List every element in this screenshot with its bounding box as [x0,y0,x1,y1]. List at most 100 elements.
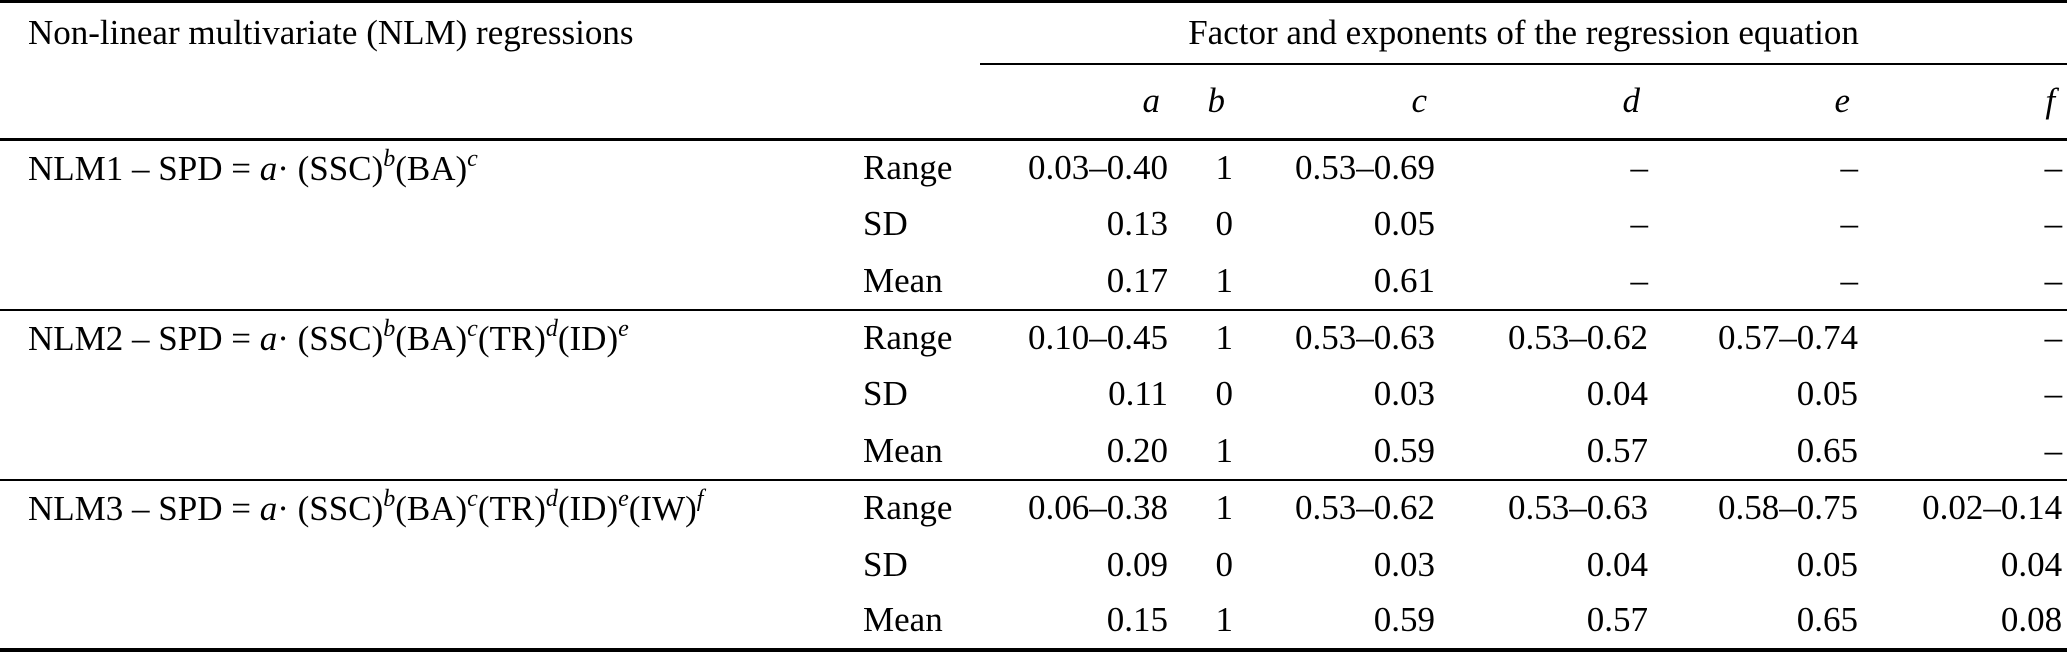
value-nlm3-sd-d: 0.04 [1586,544,1649,584]
nlm1-row-sd: SD 0.13 0 0.05 – – – [0,196,2067,253]
value-nlm3-range-d: 0.53–0.63 [1437,478,1651,537]
stat-label-mean: Mean [863,430,943,470]
formula-nlm2: NLM2 – SPD = a· (SSC)b(BA)c(TR)d(ID)e [0,308,840,480]
value-nlm2-range-f: – [1860,308,2067,367]
value-nlm1-sd-b: 0 [1215,204,1234,244]
nlm2-row-sd: SD 0.11 0 0.03 0.04 0.05 – [0,366,2067,423]
value-nlm1-range-c: 0.53–0.69 [1295,148,1436,188]
formula-segment: · [277,318,298,358]
formula-segment: (BA) [395,149,468,188]
value-nlm1-sd-f: – [2044,204,2063,244]
formula-segment: · [277,149,298,188]
header-row-titles: Non-linear multivariate (NLM) regression… [0,1,2067,65]
value-nlm1-sd-e: – [1840,204,1859,244]
value-nlm2-mean-e: 0.65 [1796,430,1859,470]
formula-segment: · [277,488,298,528]
value-nlm3-mean-f: 0.08 [2000,600,2063,640]
nlm2-row-mean: Mean 0.20 1 0.59 0.57 0.65 – [0,423,2067,480]
stat-label-sd: SD [863,374,908,414]
formula-nlm1: NLM1 – SPD = a· (SSC)b(BA)c [0,140,840,310]
formula-segment: c [467,315,478,342]
formula-segment: a [259,488,278,528]
value-nlm1-mean-c: 0.61 [1373,260,1436,300]
nlm3-row-range: NLM3 – SPD = a· (SSC)b(BA)c(TR)d(ID)e(IW… [0,478,2067,650]
value-nlm2-sd-e: 0.05 [1796,374,1859,414]
value-nlm1-mean-a: 0.17 [1106,260,1169,300]
value-nlm2-sd-a: 0.11 [1108,374,1169,414]
column-header-a: a [980,63,1171,141]
value-nlm1-mean-f: – [2044,260,2063,300]
nlm2-row-range: NLM2 – SPD = a· (SSC)b(BA)c(TR)d(ID)e Ran… [0,308,2067,480]
header-spacer [0,63,981,141]
value-nlm3-sd-f: 0.04 [2000,544,2063,584]
value-nlm1-range-f: – [2044,148,2063,188]
group-nlm3: NLM3 – SPD = a· (SSC)b(BA)c(TR)d(ID)e(IW… [0,478,2067,650]
stat-label-sd: SD [863,544,908,584]
value-nlm2-mean-f: – [2044,430,2063,470]
value-nlm1-range-a: 0.03–0.40 [1028,148,1169,188]
value-nlm1-range-e: – [1840,148,1859,188]
formula-segment: c [467,485,478,512]
table-title-right: Factor and exponents of the regression e… [980,1,2067,65]
formula-segment: b [383,315,396,342]
formula-segment: b [383,485,396,512]
value-nlm1-sd-a: 0.13 [1106,204,1169,244]
value-nlm3-range-e: 0.58–0.75 [1650,478,1861,537]
value-nlm3-mean-e: 0.65 [1796,600,1859,640]
value-nlm2-mean-c: 0.59 [1373,430,1436,470]
value-nlm3-sd-c: 0.03 [1373,544,1436,584]
value-nlm3-sd-a: 0.09 [1106,544,1169,584]
value-nlm2-range-c: 0.53–0.63 [1235,308,1438,367]
stat-label-range: Range [840,308,981,367]
stat-label-range: Range [840,478,981,537]
stat-label-mean: Mean [863,260,943,300]
value-nlm1-sd-d: – [1630,204,1649,244]
formula-segment: (BA) [395,488,468,528]
formula-segment: b [383,146,396,172]
value-nlm1-mean-e: – [1840,260,1859,300]
table-title-left: Non-linear multivariate (NLM) regression… [28,13,634,52]
value-nlm3-range-b: 1 [1170,478,1236,537]
value-nlm2-sd-b: 0 [1215,374,1234,414]
value-nlm1-range-d: – [1630,148,1649,188]
column-header-b: b [1170,63,1236,141]
value-nlm2-range-b: 1 [1170,308,1236,367]
value-nlm2-mean-b: 1 [1215,430,1234,470]
value-nlm3-range-a: 0.06–0.38 [980,478,1171,537]
formula-segment: f [696,485,704,512]
value-nlm3-sd-b: 0 [1215,544,1234,584]
formula-segment: (ID) [557,318,619,358]
value-nlm2-range-e: 0.57–0.74 [1650,308,1861,367]
value-nlm3-mean-c: 0.59 [1373,600,1436,640]
formula-segment: (TR) [477,488,546,528]
column-header-f: f [1860,63,2067,141]
column-header-c: c [1235,63,1438,141]
formula-segment: a [259,318,278,358]
formula-segment: NLM1 – SPD = [28,149,260,188]
formula-segment: (BA) [395,318,468,358]
value-nlm3-range-f: 0.02–0.14 [1860,478,2067,537]
group-nlm1: NLM1 – SPD = a· (SSC)b(BA)c Range 0.03–0.4… [0,140,2067,310]
group-nlm2: NLM2 – SPD = a· (SSC)b(BA)c(TR)d(ID)e Ran… [0,308,2067,480]
formula-segment: (ID) [557,488,619,528]
stat-label-range: Range [863,148,953,188]
formula-segment: c [467,146,478,172]
formula-segment: e [618,315,629,342]
nlm3-row-sd: SD 0.09 0 0.03 0.04 0.05 0.04 [0,537,2067,594]
formula-segment: (SSC) [297,488,384,528]
column-header-d: d [1437,63,1651,141]
value-nlm2-range-a: 0.10–0.45 [980,308,1171,367]
formula-segment: d [545,485,558,512]
value-nlm3-mean-a: 0.15 [1106,600,1169,640]
value-nlm2-range-d: 0.53–0.62 [1437,308,1651,367]
nlm3-row-mean: Mean 0.15 1 0.59 0.57 0.65 0.08 [0,593,2067,650]
formula-segment: (IW) [628,488,697,528]
formula-segment: NLM2 – SPD = [28,318,260,358]
formula-segment: d [545,315,558,342]
value-nlm1-range-b: 1 [1215,148,1234,188]
formula-segment: (SSC) [297,318,384,358]
value-nlm1-sd-c: 0.05 [1373,204,1436,244]
